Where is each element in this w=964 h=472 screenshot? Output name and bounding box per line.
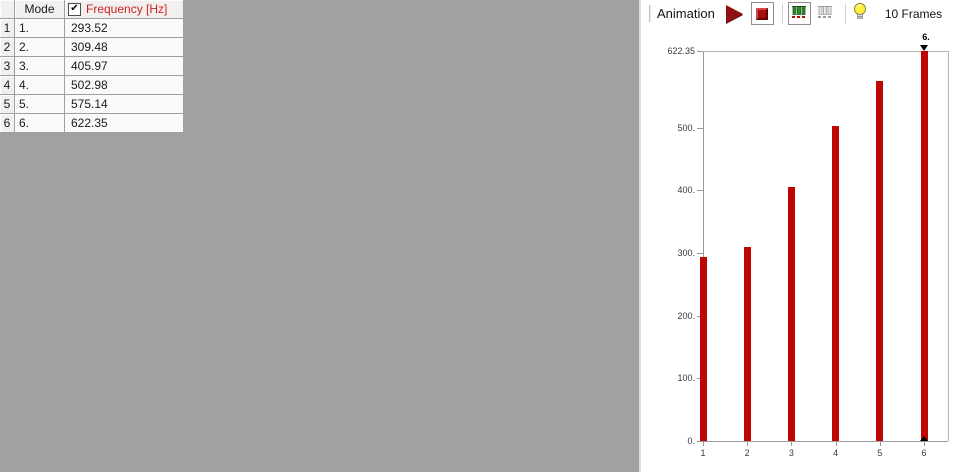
frequency-bar[interactable] xyxy=(876,80,884,441)
row-number-cell[interactable]: 2 xyxy=(0,38,15,57)
frequency-cell[interactable]: 293.52 xyxy=(65,19,184,38)
row-number-cell[interactable]: 4 xyxy=(0,76,15,95)
y-tick xyxy=(697,51,703,52)
y-tick xyxy=(697,127,703,129)
x-tick-label: 1 xyxy=(700,448,706,458)
bars-inactive-icon xyxy=(816,3,834,24)
y-tick xyxy=(697,441,703,442)
x-tick xyxy=(924,442,925,446)
bars-active-icon xyxy=(790,3,808,24)
frequency-cell[interactable]: 502.98 xyxy=(65,76,184,95)
chart-right-border xyxy=(948,51,949,441)
x-tick xyxy=(747,442,749,446)
chart-top-border xyxy=(703,51,948,52)
panel-splitter[interactable] xyxy=(639,0,641,472)
frequency-column-header: ✔ Frequency [Hz] xyxy=(65,0,184,19)
mode-cell[interactable]: 2. xyxy=(15,38,65,57)
mode-cell[interactable]: 1. xyxy=(15,19,65,38)
row-number-cell[interactable]: 5 xyxy=(0,95,15,114)
mode-frequency-chart: 622.35 500. 400. 300. 200. 100. 0. 1 2 3 4 5 6 6. xyxy=(641,27,964,472)
x-tick xyxy=(791,442,793,446)
toolbar-title: Animation xyxy=(657,6,715,21)
y-tick-label: 0. xyxy=(687,436,695,446)
stop-icon xyxy=(756,7,769,20)
x-tick-label: 2 xyxy=(744,448,750,458)
selected-mode-label: 6. xyxy=(922,32,930,42)
mode-cell[interactable]: 4. xyxy=(15,76,65,95)
frequency-table: Mode ✔ Frequency [Hz] 1 1. 293.52 2 2. 309.48… xyxy=(0,0,184,133)
x-tick-label: 5 xyxy=(877,448,883,458)
mode-cell[interactable]: 3. xyxy=(15,57,65,76)
y-tick-label: 400. xyxy=(677,185,695,196)
selected-mode-bottom-marker xyxy=(920,436,928,441)
x-tick xyxy=(835,442,837,446)
selected-mode-top-marker xyxy=(920,45,928,51)
row-number-cell[interactable]: 1 xyxy=(0,19,15,38)
stop-button[interactable] xyxy=(750,2,774,25)
x-tick xyxy=(879,442,881,446)
toolbar-grip[interactable] xyxy=(649,5,650,22)
animation-toolbar: Animation xyxy=(641,0,964,27)
frequency-bar[interactable] xyxy=(832,125,840,441)
toolbar-separator xyxy=(781,3,783,24)
y-tick-label: 200. xyxy=(677,310,695,321)
animation-panel: Animation xyxy=(641,0,964,472)
light-bulb-button[interactable] xyxy=(849,2,872,25)
table-corner-cell xyxy=(0,0,15,19)
y-tick xyxy=(697,253,703,254)
row-number-cell[interactable]: 3 xyxy=(0,57,15,76)
mode-column-header: Mode xyxy=(15,0,65,19)
frequency-bar[interactable] xyxy=(699,257,707,441)
frequency-header-label: Frequency [Hz] xyxy=(86,2,168,16)
frequency-bar[interactable] xyxy=(743,247,751,441)
bulb-icon xyxy=(852,2,868,26)
row-number-cell[interactable]: 6 xyxy=(0,114,15,133)
x-tick-label: 6 xyxy=(921,448,927,458)
frequency-checkbox[interactable]: ✔ xyxy=(68,2,81,16)
y-tick-label: 500. xyxy=(677,122,695,133)
y-tick-label: 622.35 xyxy=(667,46,695,56)
frequency-cell[interactable]: 575.14 xyxy=(65,95,184,114)
show-mode-bars-button[interactable] xyxy=(787,2,811,25)
x-tick xyxy=(703,442,704,446)
show-mode-bars-alt-button[interactable] xyxy=(814,2,837,25)
chart-y-axis xyxy=(703,51,704,441)
y-tick-label: 100. xyxy=(677,373,695,384)
toolbar-separator-2 xyxy=(844,3,846,24)
play-icon[interactable] xyxy=(725,4,743,23)
y-tick-label: 300. xyxy=(677,248,695,258)
frequency-cell[interactable]: 405.97 xyxy=(65,57,184,76)
mode-cell[interactable]: 5. xyxy=(15,95,65,114)
frequency-bar[interactable] xyxy=(920,51,928,441)
x-tick-label: 4 xyxy=(833,448,839,458)
chart-x-axis xyxy=(697,441,948,442)
mode-cell[interactable]: 6. xyxy=(15,114,65,133)
frequency-bar[interactable] xyxy=(787,186,795,441)
frequency-cell[interactable]: 309.48 xyxy=(65,38,184,57)
model-view-panel: Mode ✔ Frequency [Hz] 1 1. 293.52 2 2. 309.48… xyxy=(0,0,184,133)
frequency-cell[interactable]: 622.35 xyxy=(65,114,184,133)
x-tick-label: 3 xyxy=(788,448,794,458)
y-tick xyxy=(697,190,703,192)
frames-count-label[interactable]: 10 Frames xyxy=(884,6,943,21)
